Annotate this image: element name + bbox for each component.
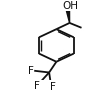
Polygon shape xyxy=(66,10,70,23)
Text: F: F xyxy=(50,82,56,90)
Text: F: F xyxy=(34,81,40,90)
Text: OH: OH xyxy=(62,1,78,11)
Text: F: F xyxy=(28,66,34,76)
